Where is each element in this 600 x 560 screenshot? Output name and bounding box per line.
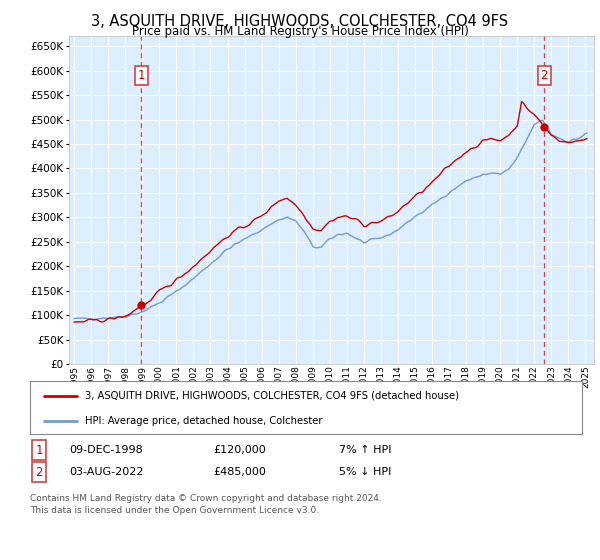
Text: 2: 2 bbox=[35, 465, 43, 479]
Text: Price paid vs. HM Land Registry's House Price Index (HPI): Price paid vs. HM Land Registry's House … bbox=[131, 25, 469, 38]
Text: 2: 2 bbox=[541, 69, 548, 82]
Text: 7% ↑ HPI: 7% ↑ HPI bbox=[339, 445, 391, 455]
Text: 5% ↓ HPI: 5% ↓ HPI bbox=[339, 467, 391, 477]
Text: 03-AUG-2022: 03-AUG-2022 bbox=[69, 467, 143, 477]
Text: 09-DEC-1998: 09-DEC-1998 bbox=[69, 445, 143, 455]
Text: £120,000: £120,000 bbox=[213, 445, 266, 455]
Text: £485,000: £485,000 bbox=[213, 467, 266, 477]
Text: 1: 1 bbox=[35, 444, 43, 457]
Text: HPI: Average price, detached house, Colchester: HPI: Average price, detached house, Colc… bbox=[85, 416, 323, 426]
Text: 3, ASQUITH DRIVE, HIGHWOODS, COLCHESTER, CO4 9FS (detached house): 3, ASQUITH DRIVE, HIGHWOODS, COLCHESTER,… bbox=[85, 391, 459, 401]
Text: 3, ASQUITH DRIVE, HIGHWOODS, COLCHESTER, CO4 9FS: 3, ASQUITH DRIVE, HIGHWOODS, COLCHESTER,… bbox=[91, 14, 509, 29]
Text: Contains HM Land Registry data © Crown copyright and database right 2024.
This d: Contains HM Land Registry data © Crown c… bbox=[30, 494, 382, 515]
Text: 1: 1 bbox=[137, 69, 145, 82]
